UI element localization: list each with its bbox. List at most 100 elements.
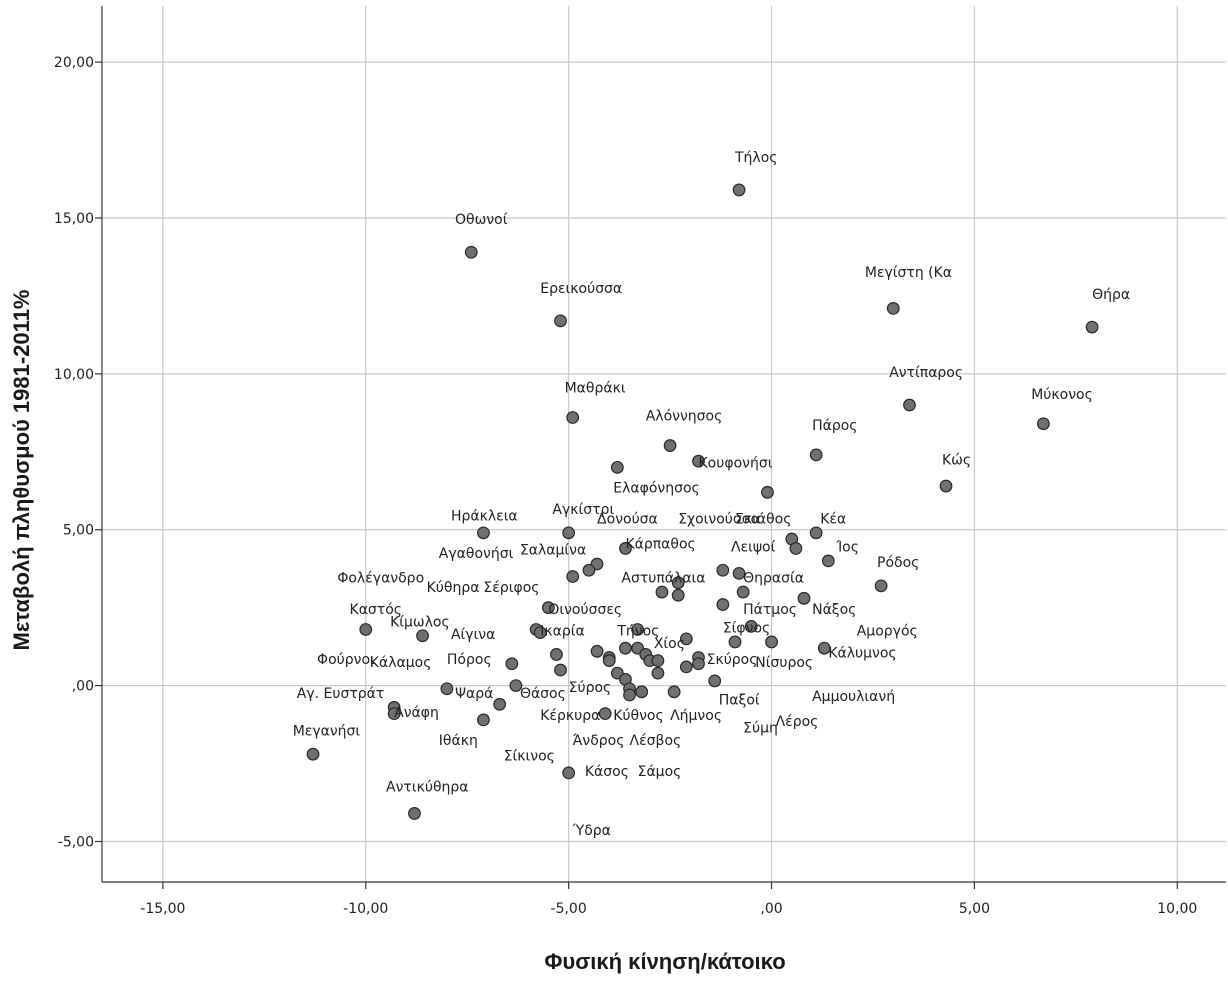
data-point: [744, 619, 758, 633]
point-label: Σίφνος: [723, 621, 770, 637]
data-point: [1037, 417, 1050, 431]
x-tick-label: ,00: [760, 901, 782, 917]
point-label: Κέα: [820, 511, 846, 527]
data-point: [533, 626, 547, 640]
point-label: Νίσυρος: [755, 655, 813, 671]
point-label: Νάξος: [812, 602, 856, 618]
point-label: Κώς: [942, 452, 971, 468]
data-point: [797, 591, 811, 605]
point-label: Σύρος: [569, 680, 612, 696]
point-label: Καστός: [350, 602, 403, 618]
point-label: Δονούσα: [597, 511, 658, 527]
point-label: Σέριφος: [483, 580, 539, 596]
data-point: [541, 601, 555, 615]
point-label: Κίμωλος: [390, 614, 450, 630]
data-point: [716, 563, 730, 577]
point-label: Κουφονήσι: [698, 455, 772, 471]
data-point: [728, 635, 742, 649]
point-label: Άνδρος: [573, 733, 625, 749]
data-point: [416, 629, 429, 643]
point-label: Ικαρία: [540, 624, 584, 640]
data-point: [550, 648, 563, 661]
point-label: Οθωνοί: [455, 212, 508, 228]
data-point: [692, 454, 705, 468]
x-tick-label: -10,00: [343, 901, 388, 917]
data-point: [821, 554, 835, 568]
point-label: Σκύρος: [707, 652, 758, 668]
data-point: [509, 679, 523, 693]
data-point: [562, 766, 576, 780]
data-point: [679, 632, 693, 646]
data-point: [716, 598, 730, 611]
gridlines: [102, 6, 1226, 882]
point-label: Μαθράκι: [565, 381, 626, 397]
point-label: Φούρνοι: [317, 652, 375, 668]
point-label: Ηράκλεια: [451, 508, 518, 524]
data-point: [464, 245, 478, 259]
data-point: [590, 644, 604, 658]
data-point: [623, 688, 636, 702]
point-label: Μύκονος: [1031, 387, 1093, 403]
point-label: Αντίπαρος: [889, 365, 963, 381]
data-point: [306, 747, 320, 761]
y-tick-label: ,00: [72, 679, 94, 695]
data-point: [619, 641, 632, 655]
data-point: [505, 657, 519, 671]
point-label: Ελαφόνησος: [613, 480, 700, 496]
point-label: Ύδρα: [572, 823, 611, 839]
point-label: Ίος: [835, 540, 859, 556]
data-point: [874, 579, 888, 593]
point-label: Αμοργός: [857, 624, 918, 640]
data-point: [635, 685, 649, 699]
point-label: Πάρος: [812, 418, 857, 434]
point-label: Τήλος: [734, 150, 778, 166]
x-tick-label: 5,00: [959, 901, 990, 917]
data-point: [708, 674, 722, 688]
data-point: [761, 485, 774, 499]
data-point: [582, 563, 596, 577]
point-label: Πάτμος: [743, 602, 797, 618]
data-point: [477, 713, 490, 727]
point-label: Κάρπαθος: [625, 536, 695, 552]
data-point: [566, 570, 580, 583]
point-label: Τήνος: [616, 624, 659, 640]
data-point: [566, 411, 580, 424]
data-point: [477, 526, 490, 540]
point-label: Ιθάκη: [439, 733, 478, 749]
point-label: Χίος: [654, 636, 685, 652]
point-label: Μεγανήσι: [293, 723, 361, 739]
point-label: Οινούσσες: [548, 602, 622, 618]
data-point: [554, 663, 567, 677]
point-label: Θηρασία: [743, 571, 804, 587]
point-label: Ρόδος: [877, 555, 919, 571]
data-point: [671, 576, 685, 590]
point-label: Κάλαμος: [370, 655, 432, 671]
point-label: Σύμη: [743, 720, 778, 736]
data-point: [631, 623, 645, 636]
point-label: Κάσος: [585, 764, 629, 780]
data-point: [440, 682, 454, 696]
data-point: [671, 588, 685, 602]
y-tick-label: 15,00: [54, 211, 94, 227]
point-label: Κάλυμνος: [828, 646, 896, 662]
data-point: [651, 666, 665, 680]
data-point: [554, 314, 567, 328]
data-point: [408, 807, 421, 820]
data-point: [765, 635, 778, 649]
point-label: Ανάφη: [394, 705, 439, 721]
point-label: Λήμνος: [670, 708, 722, 724]
data-point: [679, 660, 693, 674]
point-label: Αντικύθηρα: [386, 780, 468, 796]
point-label: Σκιάθος: [735, 511, 791, 527]
x-tick-label: -15,00: [140, 901, 185, 917]
point-label: Κέρκυρα: [540, 708, 600, 724]
data-point: [562, 526, 576, 540]
point-label: Κύθνος: [613, 708, 663, 724]
point-label: Σίκινος: [504, 748, 555, 764]
data-point: [655, 585, 669, 599]
point-label: Αλόννησος: [646, 409, 723, 425]
data-point: [667, 685, 681, 699]
data-point: [387, 707, 401, 721]
x-axis-label: Φυσική κίνηση/κάτοικο: [544, 949, 785, 974]
